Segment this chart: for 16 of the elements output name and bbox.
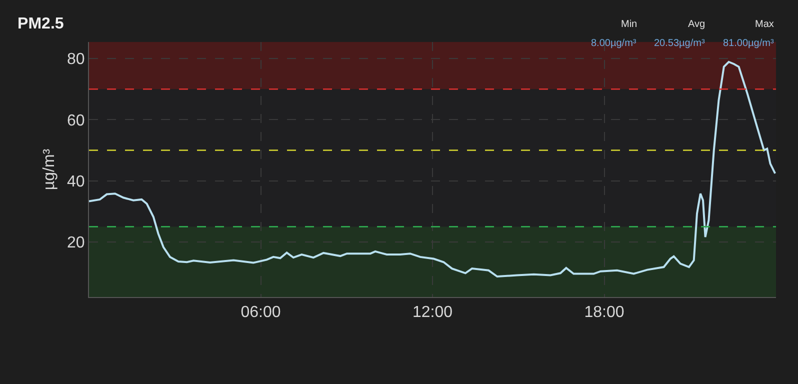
text: Min — [621, 19, 638, 30]
y-axis-title: µg/m³ — [40, 148, 58, 190]
chart-title: PM2.5 — [18, 15, 64, 32]
annotation: 20.53µg/m³ — [654, 38, 706, 49]
x-tick-label: 06:00 — [240, 304, 281, 322]
y-tick-label: 80 — [67, 51, 85, 68]
annotation: 81.00µg/m³ — [723, 38, 774, 49]
y-tick-label: 60 — [67, 112, 85, 130]
y-tick-label: 20 — [67, 234, 85, 252]
annotation: 8.00µg/m³ — [591, 38, 637, 49]
text: Avg — [688, 19, 706, 30]
line-series — [89, 60, 776, 278]
x-tick-label: 18:00 — [584, 304, 624, 322]
y-tick-label: 40 — [67, 173, 85, 190]
text: Max — [755, 19, 774, 30]
x-tick-label: 12:00 — [412, 304, 453, 322]
